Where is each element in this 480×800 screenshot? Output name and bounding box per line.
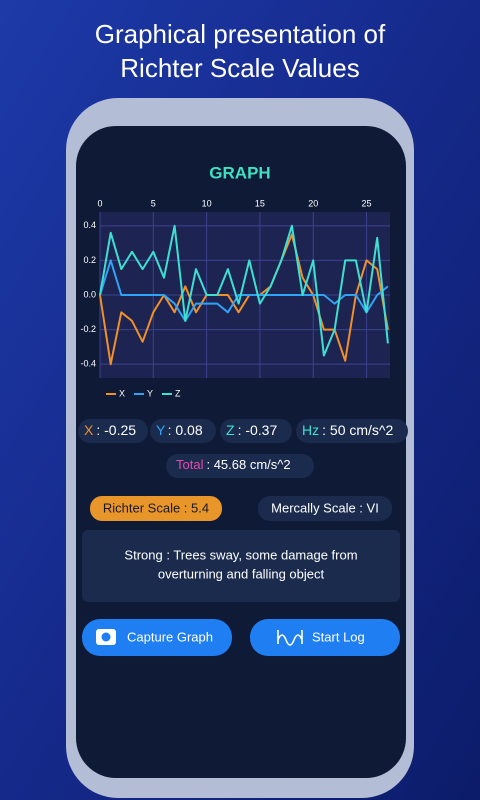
- x-tick-label: 5: [151, 198, 156, 208]
- button-label[interactable]: Start Log: [312, 629, 365, 644]
- x-tick-label: 15: [255, 198, 265, 208]
- mercally-chip: [258, 496, 392, 521]
- x-tick-label: 25: [362, 198, 372, 208]
- x-tick-label: 20: [308, 198, 318, 208]
- total-chip: [166, 454, 314, 478]
- reading-chip: [78, 419, 148, 443]
- y-tick-label: 0.4: [83, 220, 96, 230]
- description-box: [82, 530, 400, 602]
- reading: X: -0.25: [84, 422, 136, 438]
- data-line: [99, 224, 389, 357]
- y-tick-label: 0.2: [83, 255, 96, 265]
- legend-label: X: [119, 388, 125, 398]
- reading-value: : 0.08: [168, 422, 203, 438]
- total: Total: 45.68 cm/s^2: [176, 457, 291, 472]
- reading-value: : -0.37: [238, 422, 278, 438]
- screen-heading: GRAPH: [209, 163, 270, 182]
- page-title: Richter Scale Values: [120, 53, 359, 83]
- button-bg[interactable]: [250, 619, 400, 656]
- reading: Z: -0.37: [226, 422, 277, 438]
- reading-label: Y: [156, 422, 166, 438]
- y-tick-label: -0.4: [80, 359, 96, 369]
- button[interactable]: Capture Graph: [82, 619, 232, 656]
- mercally-scale: Mercally Scale : VI: [271, 500, 379, 515]
- reading-chip: [220, 419, 292, 443]
- description: overturning and falling object: [158, 566, 325, 581]
- reading-label: Z: [226, 422, 235, 438]
- controls: X: -0.25 Y: 0.08 Z: -0.37 Hz: 50 cm/s^2 Tota…: [78, 419, 408, 656]
- x-tick-label: 0: [97, 198, 102, 208]
- camera-lens[interactable]: [101, 632, 111, 642]
- total-label: Total: [176, 457, 204, 472]
- y-tick-label: -0.2: [80, 324, 96, 334]
- button-label[interactable]: Capture Graph: [127, 629, 213, 644]
- richter-scale: Richter Scale : 5.4: [103, 500, 209, 515]
- reading-value: : -0.25: [96, 422, 136, 438]
- page-title: Graphical presentation of: [95, 19, 386, 49]
- wave-icon[interactable]: [277, 630, 303, 646]
- description: Strong : Trees sway, some damage from: [124, 547, 357, 562]
- total-value: : 45.68 cm/s^2: [206, 457, 290, 472]
- y-tick-label: 0.0: [83, 289, 96, 299]
- reading-label: X: [84, 422, 94, 438]
- button[interactable]: Start Log: [250, 619, 400, 656]
- reading: Hz: 50 cm/s^2: [302, 422, 393, 438]
- legend-label: Z: [175, 388, 181, 398]
- chart: 0.4 0.2 0.0 -0.2 -0.4 0 5 10 15 20 25 X Y Z: [80, 198, 390, 398]
- reading-chip: [150, 419, 216, 443]
- reading-value: : 50 cm/s^2: [322, 422, 393, 438]
- legend-label: Y: [147, 388, 153, 398]
- data-line: [99, 233, 389, 366]
- reading: Y: 0.08: [156, 422, 203, 438]
- reading-chip: [296, 419, 408, 443]
- button-bg[interactable]: [82, 619, 232, 656]
- richter-chip: [90, 496, 222, 521]
- reading-label: Hz: [302, 422, 319, 438]
- x-tick-label: 10: [202, 198, 212, 208]
